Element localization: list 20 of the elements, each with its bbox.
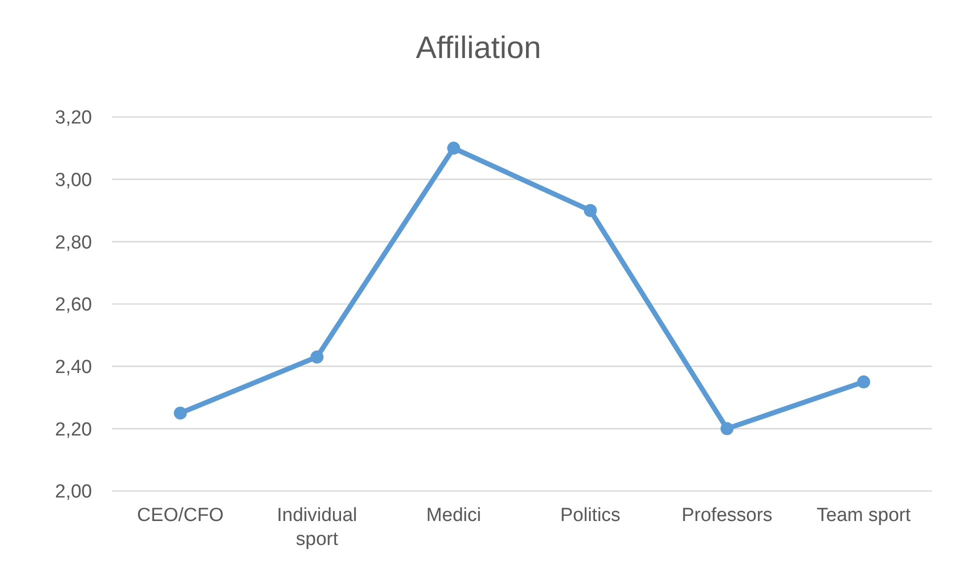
y-tick-label: 2,40: [55, 357, 92, 378]
y-tick-label: 3,20: [55, 108, 92, 129]
point: [720, 422, 734, 436]
x-tick-label: Individual sport: [276, 505, 358, 550]
x-tick-label: Politics: [560, 505, 620, 526]
y-tick-label: 2,60: [55, 294, 92, 316]
point: [310, 350, 324, 364]
point: [174, 406, 187, 420]
x-tick-label: CEO/CFO: [137, 505, 224, 526]
y-tick-label: 2,00: [55, 482, 92, 503]
point: [857, 375, 870, 388]
y-tick-label: 3,00: [55, 170, 92, 192]
point: [447, 142, 460, 155]
x-tick-label: Professors: [682, 505, 772, 526]
y-tick-label: 2,80: [55, 232, 92, 254]
x-tick-label: Medici: [426, 505, 482, 526]
y-tick-label: 2,20: [55, 419, 92, 440]
chart-title: Affiliation: [414, 30, 542, 66]
x-tick-label: Team sport: [816, 505, 912, 526]
point: [584, 204, 597, 217]
